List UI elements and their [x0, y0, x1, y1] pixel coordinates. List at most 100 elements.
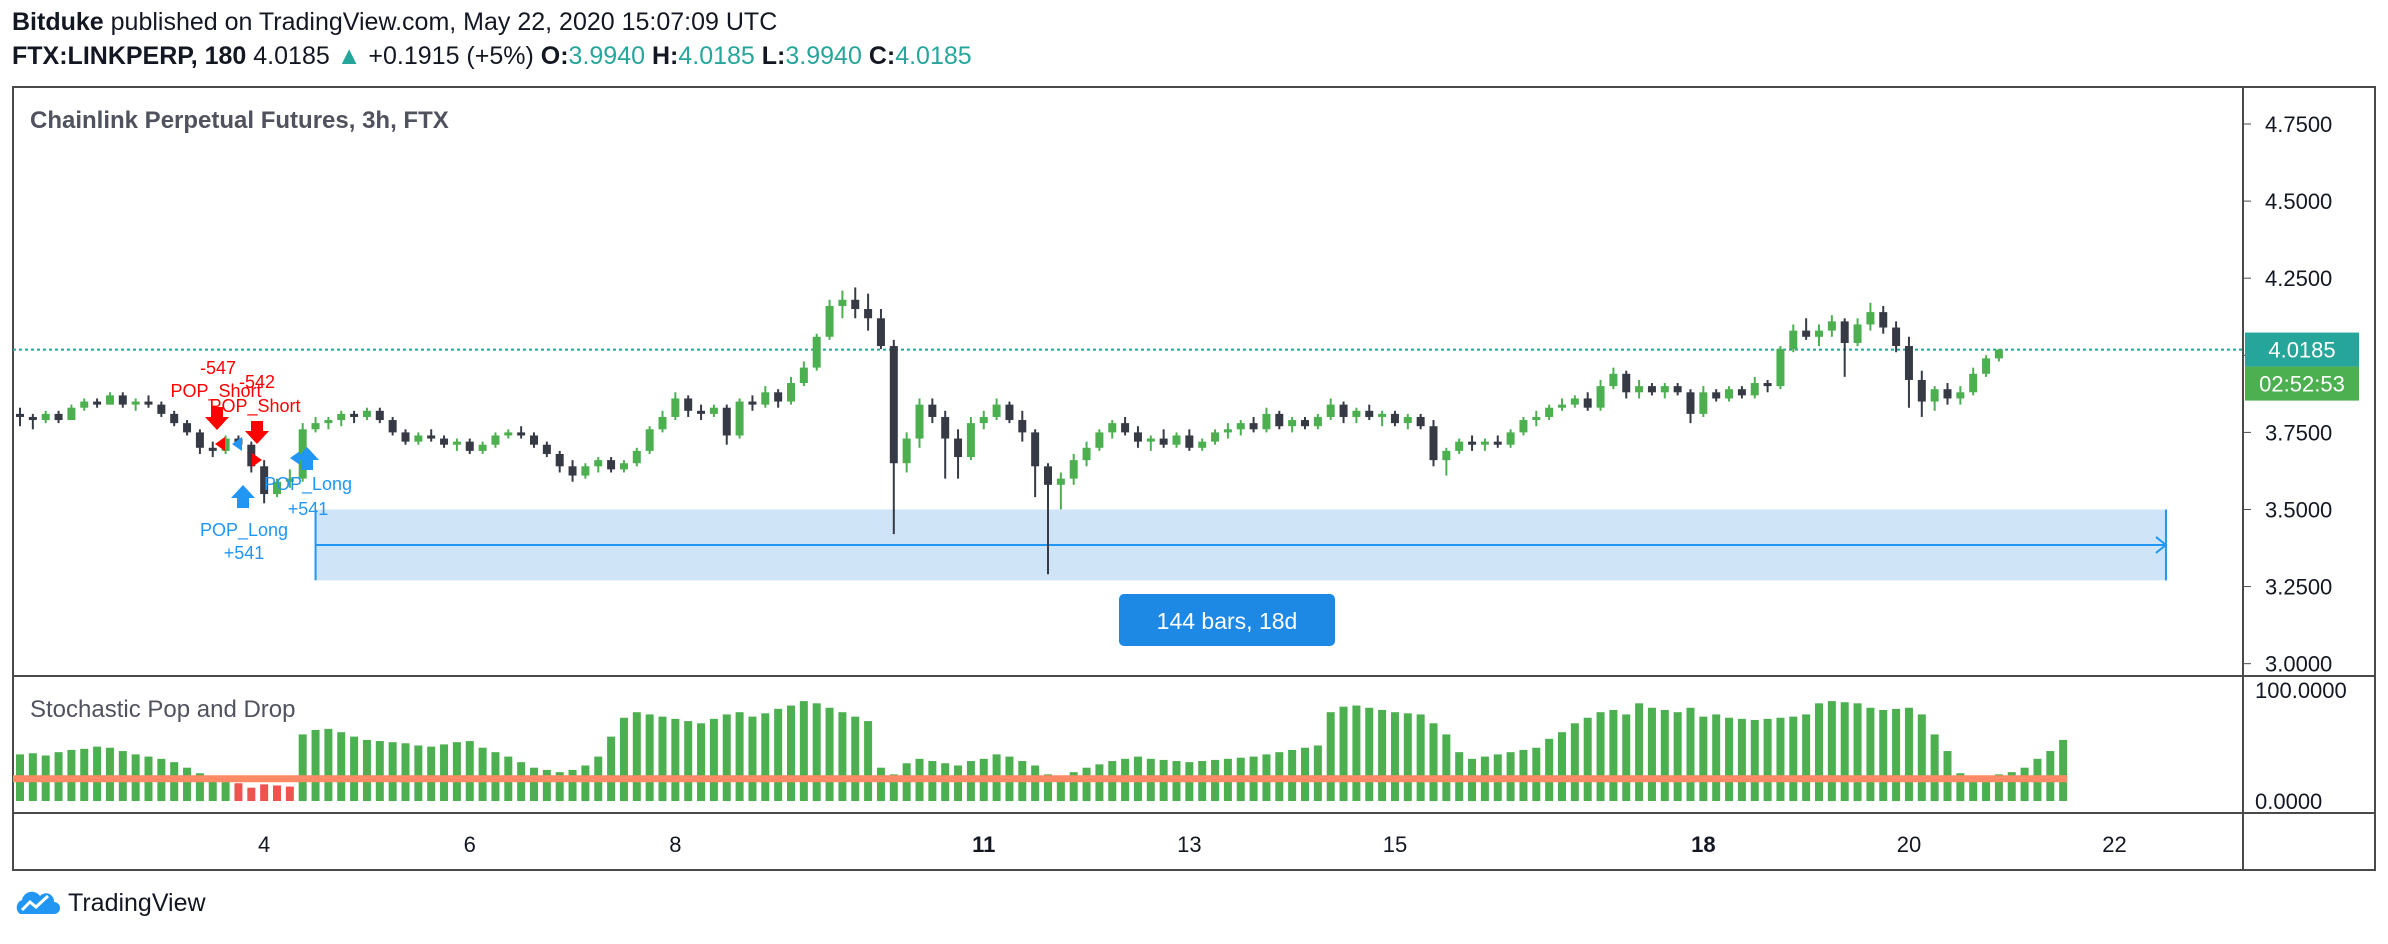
- exit-marker-icon: [232, 437, 242, 451]
- oscillator-bar: [632, 712, 641, 801]
- countdown-tag: [2245, 366, 2359, 401]
- oscillator-bar: [530, 767, 538, 801]
- price-tick-label: 4.7500: [2265, 112, 2332, 137]
- candle-body: [954, 438, 963, 458]
- oscillator-tick-label: 0.0000: [2255, 789, 2322, 814]
- time-tick-label: 13: [1177, 832, 1201, 857]
- oscillator-bar: [851, 716, 860, 801]
- publisher-name[interactable]: Bitduke: [12, 8, 104, 36]
- candle-body: [1133, 432, 1142, 442]
- candle-body: [1532, 416, 1541, 421]
- oscillator-tick-label: 100.0000: [2255, 678, 2347, 703]
- candle-body: [1622, 373, 1631, 393]
- oscillator-axis-labels: 100.0000 0.0000: [2255, 678, 2347, 814]
- oscillator-bar: [1879, 709, 1888, 801]
- price-tick-label: 3.2500: [2265, 575, 2332, 600]
- oscillator-bar: [1892, 708, 1901, 801]
- exit-marker-icon: [252, 453, 262, 467]
- candle-body: [1275, 413, 1284, 427]
- candle-body: [992, 404, 1001, 417]
- oscillator-bar: [1313, 745, 1322, 801]
- close-value: 4.0185: [895, 42, 972, 70]
- symbol-name[interactable]: FTX:LINKPERP, 180: [12, 42, 247, 70]
- candle-body: [1146, 438, 1155, 442]
- candle-body: [183, 423, 192, 433]
- oscillator-bar: [1660, 709, 1669, 801]
- candle-body: [16, 413, 24, 417]
- candle-body: [1763, 383, 1772, 387]
- candle-body: [1288, 420, 1297, 427]
- candle-body: [452, 441, 461, 445]
- oscillator-bar: [273, 785, 281, 801]
- candle-body: [504, 432, 513, 436]
- range-label: 144 bars, 18d: [1157, 608, 1298, 634]
- date-range-measure[interactable]: [314, 509, 2168, 581]
- candle-body: [1712, 392, 1721, 399]
- price-tick-label: 3.0000: [2265, 652, 2332, 677]
- candle-body: [1056, 478, 1065, 485]
- oscillator-bar: [1712, 714, 1721, 801]
- long-arrow-icon: [295, 447, 319, 470]
- candle-body: [1005, 404, 1014, 421]
- oscillator-bar: [93, 746, 102, 801]
- tradingview-logo-icon: [16, 891, 60, 914]
- candle-body: [851, 299, 860, 310]
- last-price: 4.0185: [253, 42, 330, 70]
- oscillator-bar: [645, 714, 654, 801]
- oscillator-bar: [1365, 707, 1374, 801]
- candle-body: [28, 416, 37, 421]
- candle-body: [93, 401, 102, 405]
- candle-body: [1583, 398, 1592, 408]
- strategy-signals: -547 POP_Short -542 POP_Short POP_Long +…: [170, 358, 352, 563]
- candle-body: [568, 466, 577, 476]
- candle-body: [787, 383, 795, 402]
- candle-body: [1095, 432, 1104, 448]
- oscillator-bar: [568, 769, 577, 801]
- candle-body: [1236, 423, 1245, 430]
- signal-text: POP_Short: [209, 396, 300, 417]
- oscillator-bars: [13, 701, 2068, 801]
- candle-body: [1827, 321, 1836, 331]
- oscillator-bar: [1352, 705, 1361, 801]
- candle-body: [1403, 416, 1412, 424]
- oscillator-bar: [1429, 723, 1438, 801]
- candle-body: [864, 309, 873, 319]
- price-tick-label: 4.5000: [2265, 189, 2332, 214]
- signal-text: POP_Short: [170, 381, 261, 402]
- signal-text: -542: [239, 372, 275, 392]
- candle-body: [1069, 460, 1078, 479]
- candle-body: [1211, 432, 1220, 442]
- oscillator-bar: [1301, 747, 1309, 801]
- candle-body: [388, 420, 397, 433]
- range-arrow-head: [2155, 536, 2168, 554]
- candle-body: [1082, 447, 1091, 461]
- oscillator-bar: [954, 765, 963, 801]
- candle-body: [684, 398, 693, 411]
- oscillator-bar: [2020, 767, 2029, 801]
- candle-body: [1930, 389, 1939, 402]
- candle-body: [1558, 404, 1566, 408]
- oscillator-bar: [697, 723, 706, 801]
- candle-body: [1570, 398, 1579, 405]
- oscillator-bar: [298, 734, 307, 801]
- candle-body: [645, 429, 654, 451]
- oscillator-bar: [183, 767, 192, 801]
- up-arrow-icon: ▲: [336, 42, 362, 70]
- candle-body: [1815, 330, 1823, 337]
- candle-body: [1365, 410, 1374, 417]
- range-label-box[interactable]: [1119, 594, 1335, 646]
- open-label: O:: [540, 42, 569, 70]
- oscillator-bar: [774, 708, 783, 801]
- signal-text: +541: [288, 499, 329, 519]
- candle-body: [1493, 441, 1502, 445]
- candle-body: [517, 432, 526, 436]
- time-tick-label: 8: [669, 832, 681, 857]
- oscillator-bar: [722, 714, 731, 801]
- oscillator-bar: [1699, 716, 1708, 801]
- tradingview-branding[interactable]: TradingView: [12, 888, 206, 918]
- candle-body: [979, 416, 988, 424]
- candle-body: [1866, 312, 1875, 325]
- candle-body: [195, 432, 204, 448]
- time-tick-label: 20: [1897, 832, 1921, 857]
